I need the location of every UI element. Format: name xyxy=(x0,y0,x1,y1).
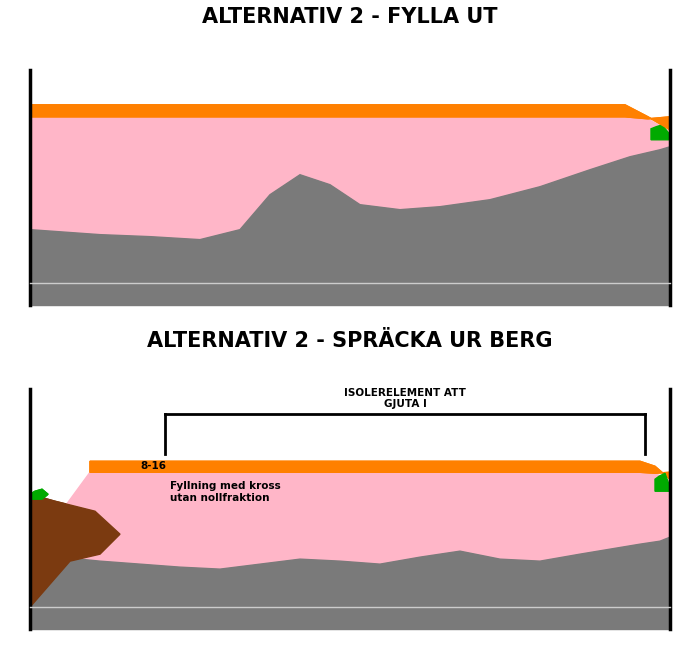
Polygon shape xyxy=(30,105,670,130)
Polygon shape xyxy=(30,495,120,607)
Text: ISOLERELEMENT ATT
GJUTA I: ISOLERELEMENT ATT GJUTA I xyxy=(344,387,466,410)
Polygon shape xyxy=(30,489,48,499)
Text: ALTERNATIV 2 - FYLLA UT: ALTERNATIV 2 - FYLLA UT xyxy=(202,7,498,27)
Polygon shape xyxy=(30,537,670,629)
Polygon shape xyxy=(651,125,670,140)
Polygon shape xyxy=(30,147,670,304)
Polygon shape xyxy=(90,461,670,479)
Polygon shape xyxy=(30,147,670,304)
Polygon shape xyxy=(30,282,670,304)
Polygon shape xyxy=(30,117,670,239)
Polygon shape xyxy=(30,495,120,607)
Polygon shape xyxy=(30,537,670,629)
Polygon shape xyxy=(30,105,670,130)
Text: 8-16: 8-16 xyxy=(140,461,166,471)
Polygon shape xyxy=(30,489,48,499)
Polygon shape xyxy=(30,607,670,629)
Polygon shape xyxy=(655,473,670,491)
Text: ALTERNATIV 2 - SPRÄCKA UR BERG: ALTERNATIV 2 - SPRÄCKA UR BERG xyxy=(147,332,553,352)
Polygon shape xyxy=(30,472,670,569)
Text: Fyllning med kross
utan nollfraktion: Fyllning med kross utan nollfraktion xyxy=(170,482,281,503)
Polygon shape xyxy=(90,461,670,479)
